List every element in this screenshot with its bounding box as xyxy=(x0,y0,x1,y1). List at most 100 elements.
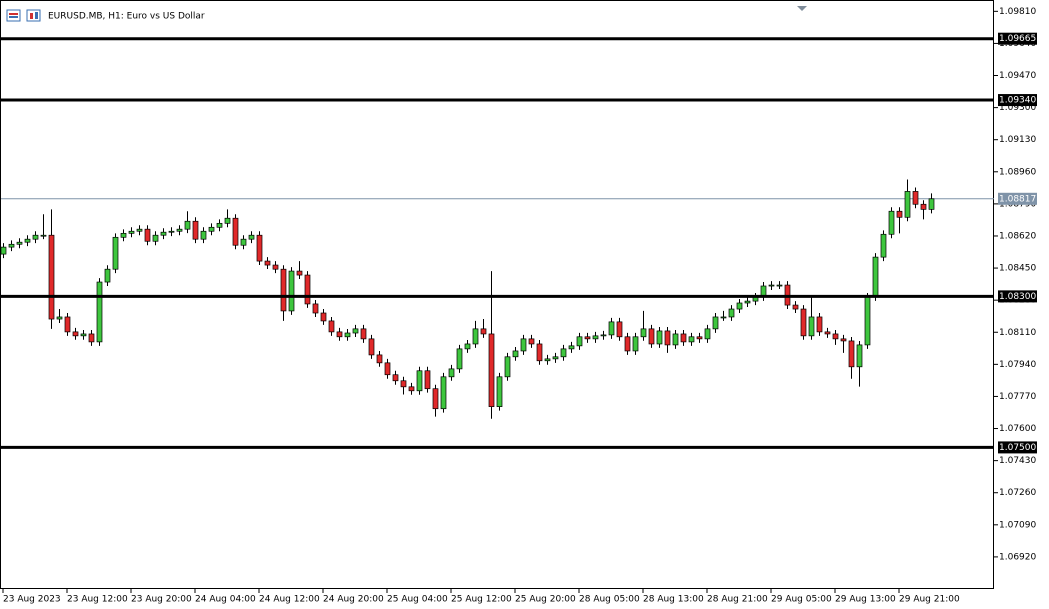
y-tick-label: 1.09300 xyxy=(999,103,1036,113)
candle-body xyxy=(688,336,695,343)
current-price-box xyxy=(998,192,1037,205)
candle-body xyxy=(432,388,439,410)
x-tick-label: 29 Aug 21:00 xyxy=(899,595,960,605)
candle-body xyxy=(160,231,167,236)
level-label-box xyxy=(998,290,1037,303)
header-icons xyxy=(6,9,41,22)
candle-body xyxy=(856,344,863,368)
candle-body xyxy=(880,233,887,258)
candle-body xyxy=(16,241,23,245)
icon xyxy=(6,9,21,22)
candle-body xyxy=(888,210,895,235)
chart-title: EURUSD.MB, H1: Euro vs US Dollar xyxy=(48,12,205,22)
y-tick-label: 1.08110 xyxy=(999,328,1036,338)
candle-body xyxy=(864,296,871,346)
candle-body xyxy=(536,343,543,362)
icon xyxy=(30,13,33,19)
candle-body xyxy=(848,340,855,368)
x-tick-label: 25 Aug 04:00 xyxy=(387,595,448,605)
candle-body xyxy=(768,284,775,287)
candle-body xyxy=(104,268,111,283)
candle-body xyxy=(320,312,327,322)
icon xyxy=(9,13,18,15)
candle-body xyxy=(8,243,15,248)
y-tick-label: 1.09470 xyxy=(999,71,1036,81)
candle-body xyxy=(328,320,335,333)
candle-body xyxy=(920,203,927,210)
candle-body xyxy=(504,356,511,378)
candle-body xyxy=(808,316,815,337)
candle-body xyxy=(528,338,535,345)
candle-body xyxy=(552,356,559,360)
candle-body xyxy=(144,228,151,242)
y-tick-label: 1.08620 xyxy=(999,231,1036,241)
icon xyxy=(26,9,41,22)
candle-body xyxy=(448,368,455,378)
x-tick-label: 24 Aug 04:00 xyxy=(195,595,256,605)
icon xyxy=(35,12,38,19)
candle-body xyxy=(720,316,727,319)
candle-body xyxy=(272,264,279,270)
level-label-box xyxy=(998,32,1037,45)
candle-body xyxy=(360,328,367,340)
x-tick-label: 29 Aug 13:00 xyxy=(835,595,896,605)
candle-body xyxy=(640,328,647,338)
candle-body xyxy=(512,350,519,358)
candle-body xyxy=(176,228,183,232)
candle-body xyxy=(584,336,591,340)
scroll-marker xyxy=(797,6,807,11)
candle-body xyxy=(384,362,391,376)
candle-body xyxy=(440,376,447,410)
y-tick-label: 1.08960 xyxy=(999,167,1036,177)
plot-frame xyxy=(0,0,994,589)
candle-body xyxy=(816,316,823,333)
level-label: 1.09340 xyxy=(999,96,1036,106)
x-tick-label: 28 Aug 13:00 xyxy=(643,595,704,605)
candle-body xyxy=(352,328,359,334)
candle-body xyxy=(248,234,255,240)
candle-body xyxy=(64,316,71,333)
current-price-label: 1.08817 xyxy=(999,194,1036,204)
candle-body xyxy=(304,274,311,305)
candle-body xyxy=(624,336,631,352)
candle-body xyxy=(600,334,607,337)
candle-body xyxy=(456,348,463,370)
candle-body xyxy=(424,370,431,390)
candle-body xyxy=(824,331,831,335)
candle-body xyxy=(656,330,663,345)
candle-body xyxy=(208,226,215,232)
candle-body xyxy=(192,220,199,240)
candle-body xyxy=(480,328,487,335)
candle-body xyxy=(712,316,719,330)
candle-body xyxy=(368,338,375,356)
candle-body xyxy=(280,268,287,312)
y-tick-label: 1.07430 xyxy=(999,456,1036,466)
x-tick-label: 23 Aug 12:00 xyxy=(67,595,128,605)
candle-body xyxy=(832,333,839,340)
candle-body xyxy=(608,321,615,336)
candle-body xyxy=(344,332,351,338)
candle-body xyxy=(728,308,735,318)
candle-body xyxy=(896,210,903,218)
candle-body xyxy=(632,336,639,352)
candle-body xyxy=(256,234,263,262)
candle-body xyxy=(560,348,567,358)
candle-body xyxy=(232,217,239,246)
candle-body xyxy=(840,338,847,342)
candle-body xyxy=(40,234,47,237)
candle-body xyxy=(264,260,271,266)
candle-body xyxy=(704,328,711,340)
candle-body xyxy=(48,234,55,320)
candle-body xyxy=(744,300,751,304)
candle-body xyxy=(488,333,495,407)
candle-body xyxy=(928,198,935,210)
candle-body xyxy=(128,230,135,234)
candle-body xyxy=(120,232,127,238)
candle-body xyxy=(336,331,343,338)
candle-body xyxy=(912,191,919,205)
candle-body xyxy=(312,303,319,314)
candle-body xyxy=(136,228,143,232)
candle-body xyxy=(496,376,503,407)
y-tick-label: 1.07940 xyxy=(999,360,1036,370)
